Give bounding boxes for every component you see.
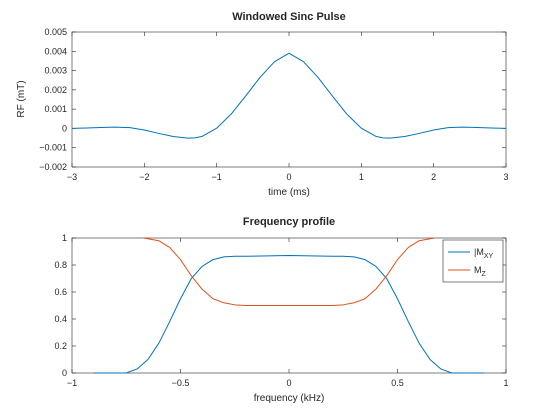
series-line-1 (143, 237, 435, 306)
legend-label-mz: MZ (474, 265, 487, 278)
y-tick-label: 0.4 (54, 314, 67, 324)
series-line-0 (93, 255, 485, 374)
x-tick-label: −3 (67, 172, 77, 182)
x-ticks: −3 −2 −1 0 1 2 3 (67, 32, 509, 182)
x-tick-label: 2 (431, 172, 436, 182)
x-tick-label: 3 (503, 172, 508, 182)
x-tick-label: −0.5 (172, 378, 190, 388)
chart-title: Windowed Sinc Pulse (232, 11, 346, 23)
y-tick-label: 0 (62, 368, 67, 378)
series-lines (71, 52, 507, 139)
y-tick-label: 0.001 (44, 104, 67, 114)
plot-rf-pulse: Windowed Sinc Pulse −3 −2 −1 0 1 2 3 −0.002 −0.… (16, 11, 509, 198)
series-line-0 (71, 52, 507, 139)
x-axis-label: time (ms) (268, 187, 310, 198)
y-tick-label: 0 (62, 123, 67, 133)
y-tick-label: 0.004 (44, 46, 67, 56)
x-ticks: −1 −0.5 0 0.5 1 (67, 238, 509, 388)
plot-area (71, 31, 507, 168)
x-tick-label: −1 (212, 172, 222, 182)
x-tick-label: −2 (139, 172, 149, 182)
y-tick-label: 0.005 (44, 27, 67, 37)
x-tick-label: 1 (359, 172, 364, 182)
plot-frequency-profile: Frequency profile −1 −0.5 0 0.5 1 0 0.2 0.4 0.6… (54, 216, 508, 404)
legend-box (442, 239, 504, 283)
y-axis-label: RF (mT) (16, 80, 27, 117)
y-tick-label: 0.002 (44, 85, 67, 95)
y-tick-label: 0.8 (54, 260, 67, 270)
y-tick-label: −0.001 (39, 143, 67, 153)
x-tick-label: 0 (286, 378, 291, 388)
y-tick-label: 0.6 (54, 287, 67, 297)
x-tick-label: 0.5 (391, 378, 404, 388)
y-tick-label: 0.003 (44, 66, 67, 76)
chart-title: Frequency profile (243, 216, 335, 228)
y-tick-label: 1 (62, 233, 67, 243)
legend: |MXY MZ (442, 239, 504, 283)
x-tick-label: 0 (286, 172, 291, 182)
series-lines (93, 237, 485, 374)
y-tick-label: 0.2 (54, 341, 67, 351)
x-tick-label: 1 (503, 378, 508, 388)
y-ticks: 0 0.2 0.4 0.6 0.8 1 (54, 233, 506, 378)
legend-label-mxy: |MXY (474, 247, 494, 260)
x-tick-label: −1 (67, 378, 77, 388)
x-axis-label: frequency (kHz) (254, 393, 325, 404)
y-tick-label: −0.002 (39, 162, 67, 172)
